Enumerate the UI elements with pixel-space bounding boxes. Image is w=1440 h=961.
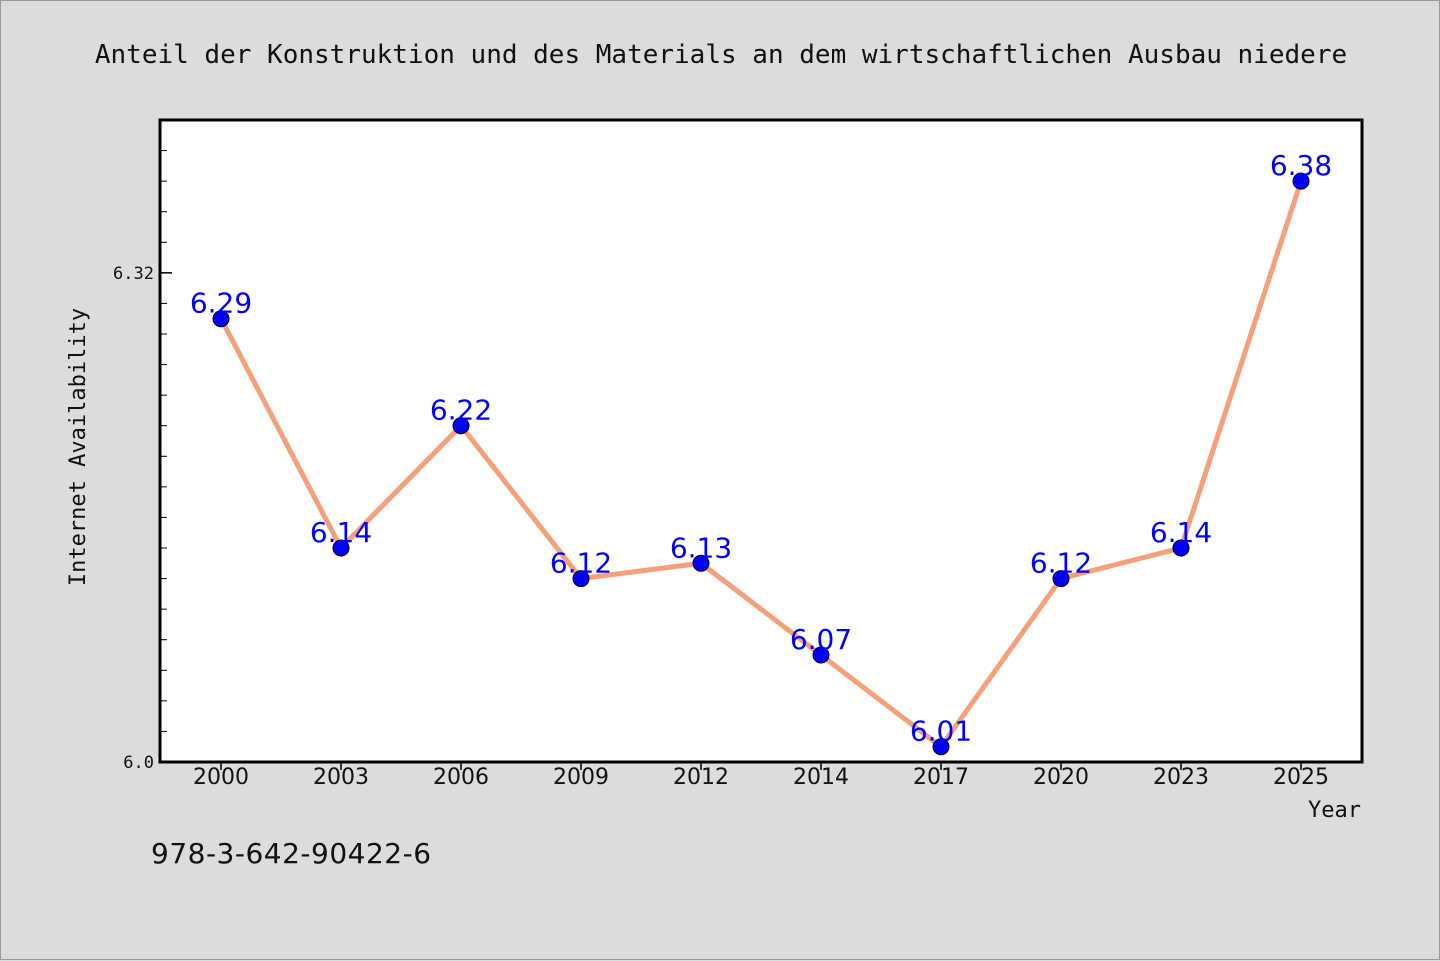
data-point (212, 310, 230, 328)
data-label: 6.07 (790, 623, 852, 656)
data-point (1292, 172, 1310, 190)
x-tick-label: 2020 (1033, 765, 1089, 790)
data-label: 6.14 (310, 516, 372, 549)
y-tick-label: 6.0 (123, 753, 154, 773)
data-label: 6.12 (550, 547, 612, 580)
data-point (332, 539, 350, 557)
data-label: 6.12 (1030, 547, 1092, 580)
data-point (812, 646, 830, 664)
data-label: 6.38 (1270, 149, 1332, 182)
y-axis-label: Internet Availability (66, 308, 91, 586)
plot-area (158, 118, 1364, 764)
data-label: 6.22 (430, 394, 492, 427)
data-point (932, 738, 950, 756)
footer-code: 978-3-642-90422-6 (151, 837, 432, 870)
data-point (1052, 570, 1070, 588)
data-label: 6.13 (670, 531, 732, 564)
chart-title: Anteil der Konstruktion und des Material… (95, 40, 1347, 70)
x-tick-label: 2017 (913, 765, 969, 790)
data-point (572, 570, 590, 588)
x-tick-label: 2025 (1273, 765, 1329, 790)
x-tick-label: 2009 (553, 765, 609, 790)
x-tick-label: 2023 (1153, 765, 1209, 790)
x-tick-label: 2000 (193, 765, 249, 790)
data-point (692, 554, 710, 572)
x-tick-label: 2012 (673, 765, 729, 790)
data-point (452, 417, 470, 435)
x-tick-label: 2003 (313, 765, 369, 790)
data-label: 6.01 (910, 715, 972, 748)
x-tick-label: 2006 (433, 765, 489, 790)
x-axis-label: Year (1308, 798, 1361, 823)
series-line (218, 178, 1304, 750)
x-tick-label: 2014 (793, 765, 849, 790)
data-point (1172, 539, 1190, 557)
data-label: 6.14 (1150, 516, 1212, 549)
y-tick-label: 6.32 (113, 264, 154, 284)
data-label: 6.29 (190, 287, 252, 320)
